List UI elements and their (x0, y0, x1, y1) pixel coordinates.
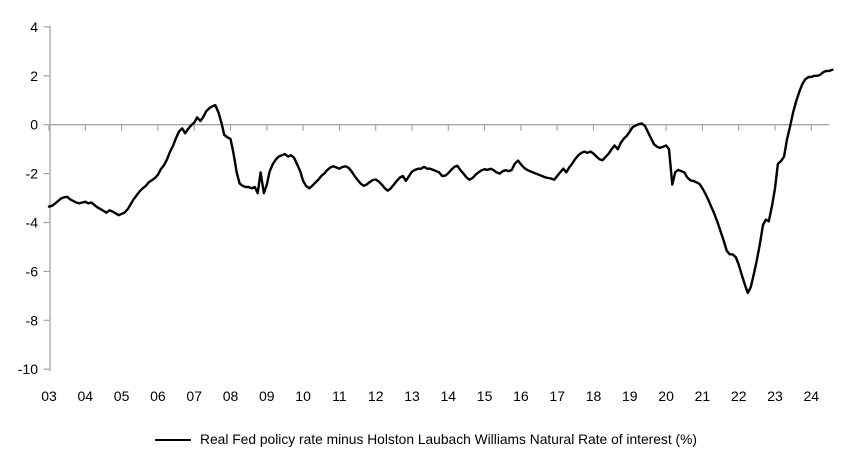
x-tick-label: 09 (259, 388, 275, 404)
x-tick-label: 03 (41, 388, 57, 404)
x-tick-label: 12 (368, 388, 384, 404)
y-tick-label: 2 (30, 68, 38, 84)
x-tick-label: 20 (658, 388, 674, 404)
x-tick-label: 14 (441, 388, 457, 404)
x-tick-label: 11 (332, 388, 347, 404)
x-tick-label: 22 (731, 388, 747, 404)
y-tick-label: -10 (18, 361, 38, 377)
x-tick-label: 24 (804, 388, 820, 404)
x-tick-label: 10 (295, 388, 311, 404)
x-tick-label: 07 (186, 388, 202, 404)
x-tick-label: 17 (549, 388, 565, 404)
x-tick-label: 13 (404, 388, 420, 404)
x-tick-label: 16 (513, 388, 529, 404)
y-tick-label: -8 (26, 312, 39, 328)
x-tick-label: 18 (586, 388, 602, 404)
x-tick-label: 21 (695, 388, 711, 404)
x-tick-label: 19 (622, 388, 638, 404)
x-tick-label: 08 (223, 388, 239, 404)
y-tick-label: 0 (30, 117, 38, 133)
legend: Real Fed policy rate minus Holston Lauba… (0, 432, 852, 447)
x-tick-label: 15 (477, 388, 493, 404)
x-tick-label: 23 (767, 388, 783, 404)
y-tick-label: -2 (26, 166, 39, 182)
y-tick-label: -6 (26, 263, 39, 279)
series-line (47, 68, 834, 295)
x-tick-label: 04 (78, 388, 94, 404)
x-tick-label: 06 (150, 388, 166, 404)
legend-label: Real Fed policy rate minus Holston Lauba… (200, 432, 697, 447)
y-tick-label: 4 (30, 19, 38, 35)
legend-line-swatch (155, 438, 192, 441)
x-tick-label: 05 (114, 388, 130, 404)
y-tick-label: -4 (26, 215, 39, 231)
